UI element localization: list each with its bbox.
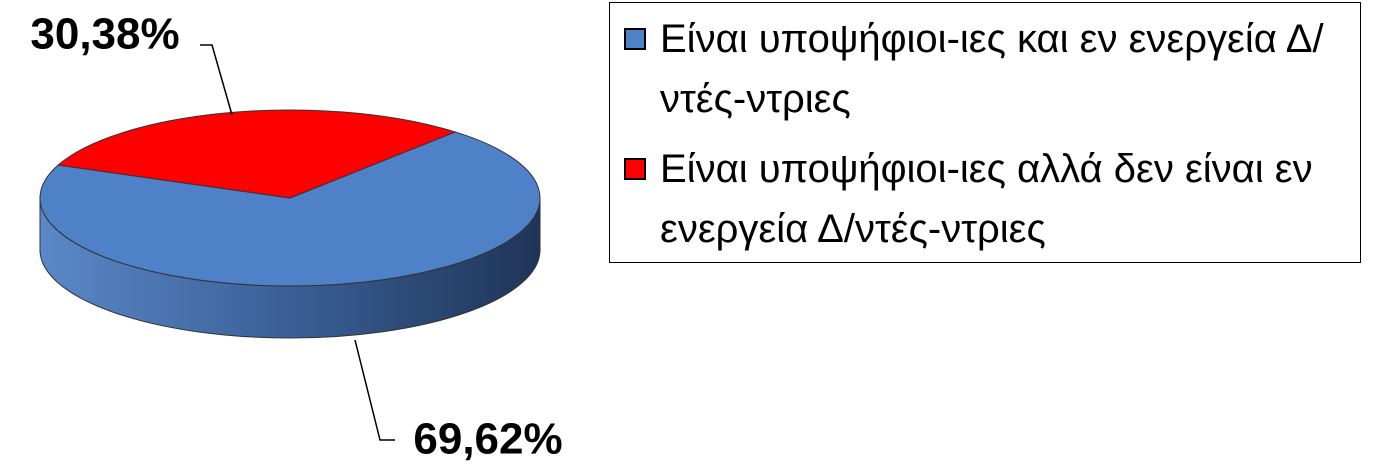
legend: Είναι υποψήφιοι-ιες και εν ενεργεία Δ/ντ… — [609, 2, 1361, 263]
leader-line — [354, 339, 395, 441]
legend-entry: Είναι υποψήφιοι-ιες και εν ενεργεία Δ/ντ… — [624, 9, 1360, 129]
data-label: 30,38% — [30, 10, 179, 59]
pie-slice — [39, 131, 541, 287]
legend-swatch — [624, 158, 646, 180]
legend-label: Είναι υποψήφιοι-ιες και εν ενεργεία Δ/ντ… — [660, 17, 1324, 121]
pie-slice — [57, 109, 457, 199]
legend-swatch — [624, 28, 646, 50]
data-label: 69,62% — [413, 415, 562, 464]
legend-entry: Είναι υποψήφιοι-ιες αλλά δεν είναι εν εν… — [624, 139, 1360, 259]
legend-label: Είναι υποψήφιοι-ιες αλλά δεν είναι εν εν… — [660, 147, 1313, 251]
leader-line — [200, 44, 233, 116]
